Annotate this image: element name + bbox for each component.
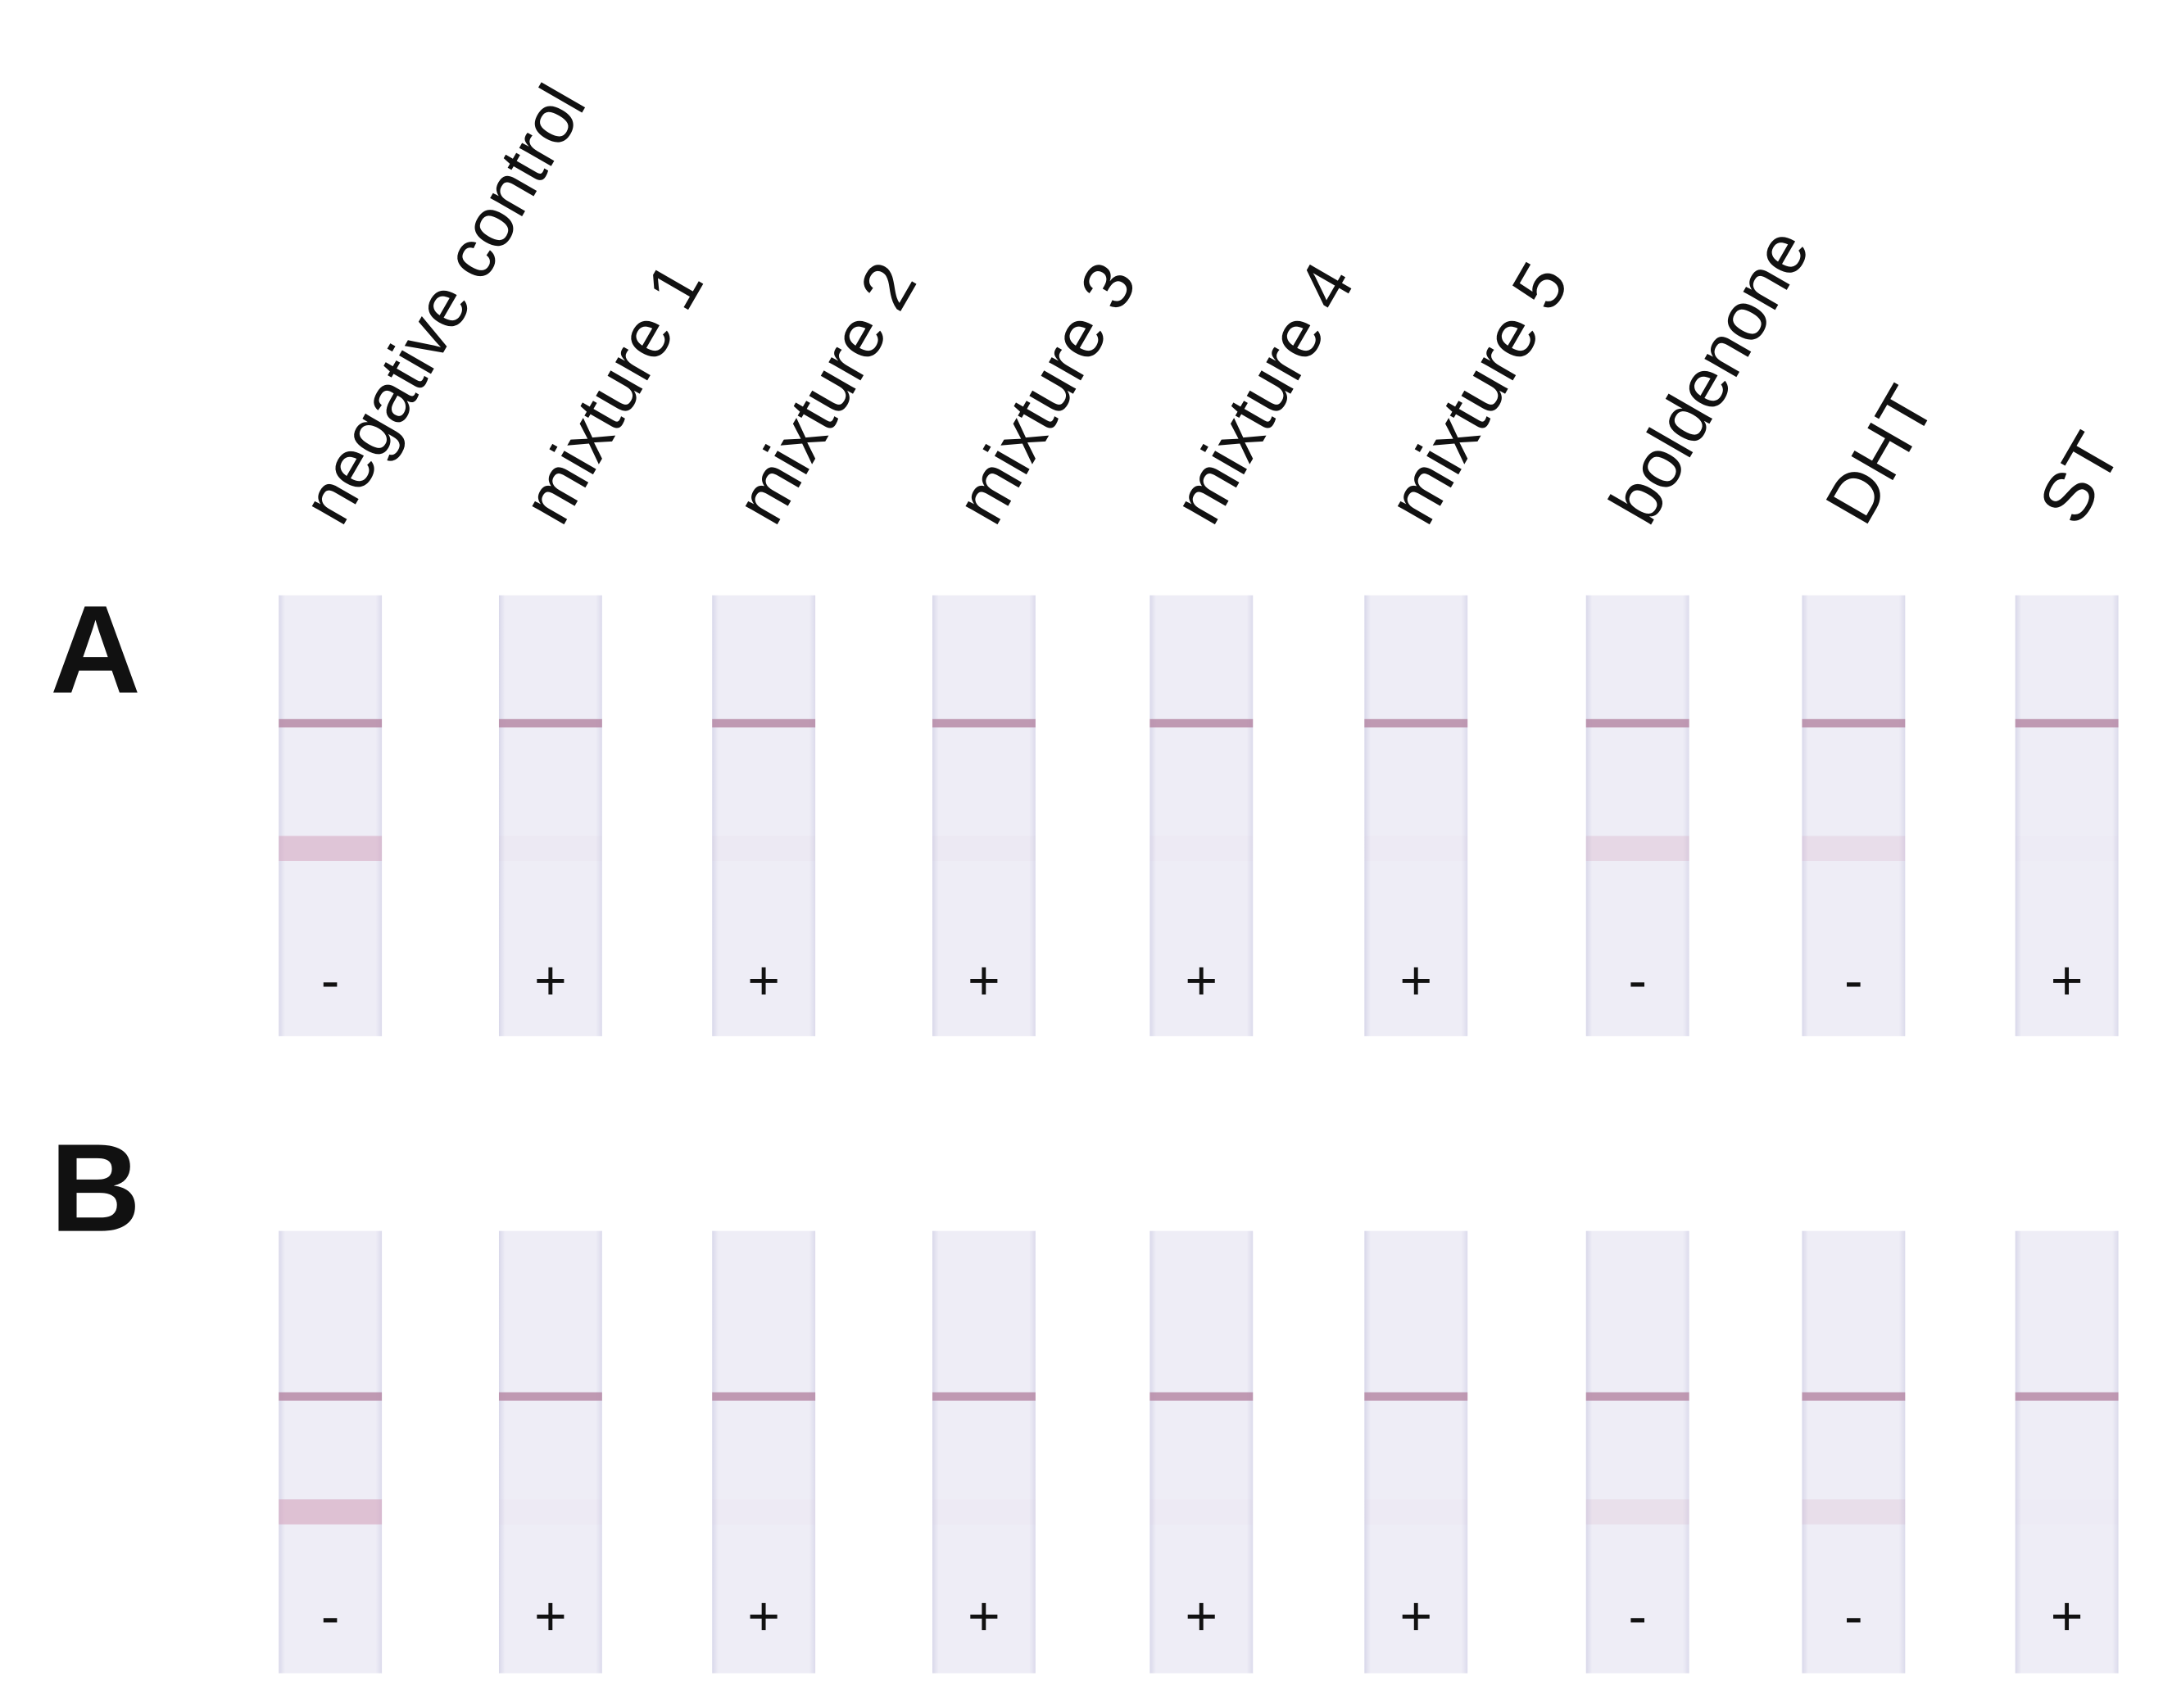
test-line — [499, 1499, 602, 1525]
column-label: boldenone — [1594, 216, 1825, 537]
control-line — [1585, 1392, 1689, 1401]
control-line — [1802, 718, 1906, 727]
test-strip — [712, 595, 816, 1036]
result-sign: + — [534, 949, 567, 1012]
result-sign: + — [968, 1585, 1000, 1647]
control-line — [1364, 718, 1468, 727]
result-sign: - — [1844, 1585, 1863, 1647]
result-sign: - — [1628, 1585, 1647, 1647]
test-line — [1150, 1499, 1253, 1525]
test-line — [932, 836, 1036, 861]
test-strip — [498, 595, 602, 1036]
test-line — [279, 1499, 383, 1525]
result-sign: + — [968, 949, 1000, 1012]
result-sign: + — [1185, 949, 1218, 1012]
test-strip — [1364, 595, 1468, 1036]
control-line — [1585, 718, 1689, 727]
control-line — [1364, 1392, 1468, 1401]
test-strip — [2015, 1230, 2119, 1674]
test-strip — [279, 1230, 383, 1674]
control-line — [712, 718, 816, 727]
control-line — [279, 718, 383, 727]
control-line — [1802, 1392, 1906, 1401]
test-strip — [498, 1230, 602, 1674]
test-line — [1802, 1499, 1906, 1525]
result-sign: + — [1185, 1585, 1218, 1647]
test-line — [279, 836, 383, 861]
test-line — [2016, 836, 2119, 861]
column-label: mixture 5 — [1373, 250, 1584, 537]
test-strip — [1585, 595, 1689, 1036]
result-sign: - — [321, 949, 340, 1012]
column-label: mixture 3 — [941, 250, 1152, 537]
row-label: A — [50, 581, 141, 720]
column-label: mixture 4 — [1159, 250, 1369, 537]
test-strip — [932, 595, 1036, 1036]
result-sign: + — [1399, 1585, 1432, 1647]
control-line — [932, 1392, 1036, 1401]
test-strip — [1585, 1230, 1689, 1674]
result-sign: - — [1844, 949, 1863, 1012]
test-line — [1585, 1499, 1689, 1525]
test-strip — [1150, 1230, 1254, 1674]
control-line — [2015, 718, 2119, 727]
result-sign: + — [747, 1585, 780, 1647]
column-label: ST — [2024, 420, 2136, 536]
test-strip — [1364, 1230, 1468, 1674]
control-line — [2015, 1392, 2119, 1401]
result-sign: - — [1628, 949, 1647, 1012]
test-line — [1364, 1499, 1467, 1525]
test-line — [1364, 836, 1467, 861]
control-line — [498, 1392, 602, 1401]
column-label: mixture 2 — [721, 250, 932, 537]
test-strip — [1802, 1230, 1906, 1674]
row-label: B — [50, 1119, 141, 1258]
result-sign: + — [2051, 949, 2084, 1012]
control-line — [279, 1392, 383, 1401]
test-line — [932, 1499, 1036, 1525]
column-label: mixture 1 — [508, 250, 719, 537]
control-line — [1150, 718, 1254, 727]
test-line — [712, 1499, 815, 1525]
control-line — [932, 718, 1036, 727]
test-line — [1150, 836, 1253, 861]
test-line — [1585, 836, 1689, 861]
test-strip — [712, 1230, 816, 1674]
test-strip — [1802, 595, 1906, 1036]
test-strip — [279, 595, 383, 1036]
test-strip — [2015, 595, 2119, 1036]
result-sign: + — [2051, 1585, 2084, 1647]
result-sign: + — [1399, 949, 1432, 1012]
test-line — [1802, 836, 1906, 861]
result-sign: - — [321, 1585, 340, 1647]
test-line — [712, 836, 816, 861]
column-label: DHT — [1811, 374, 1950, 537]
test-strip — [932, 1230, 1036, 1674]
control-line — [498, 718, 602, 727]
result-sign: + — [747, 949, 780, 1012]
control-line — [1150, 1392, 1254, 1401]
test-line — [498, 836, 602, 861]
control-line — [712, 1392, 816, 1401]
test-line — [2016, 1499, 2119, 1525]
test-strip — [1150, 595, 1254, 1036]
result-sign: + — [534, 1585, 567, 1647]
